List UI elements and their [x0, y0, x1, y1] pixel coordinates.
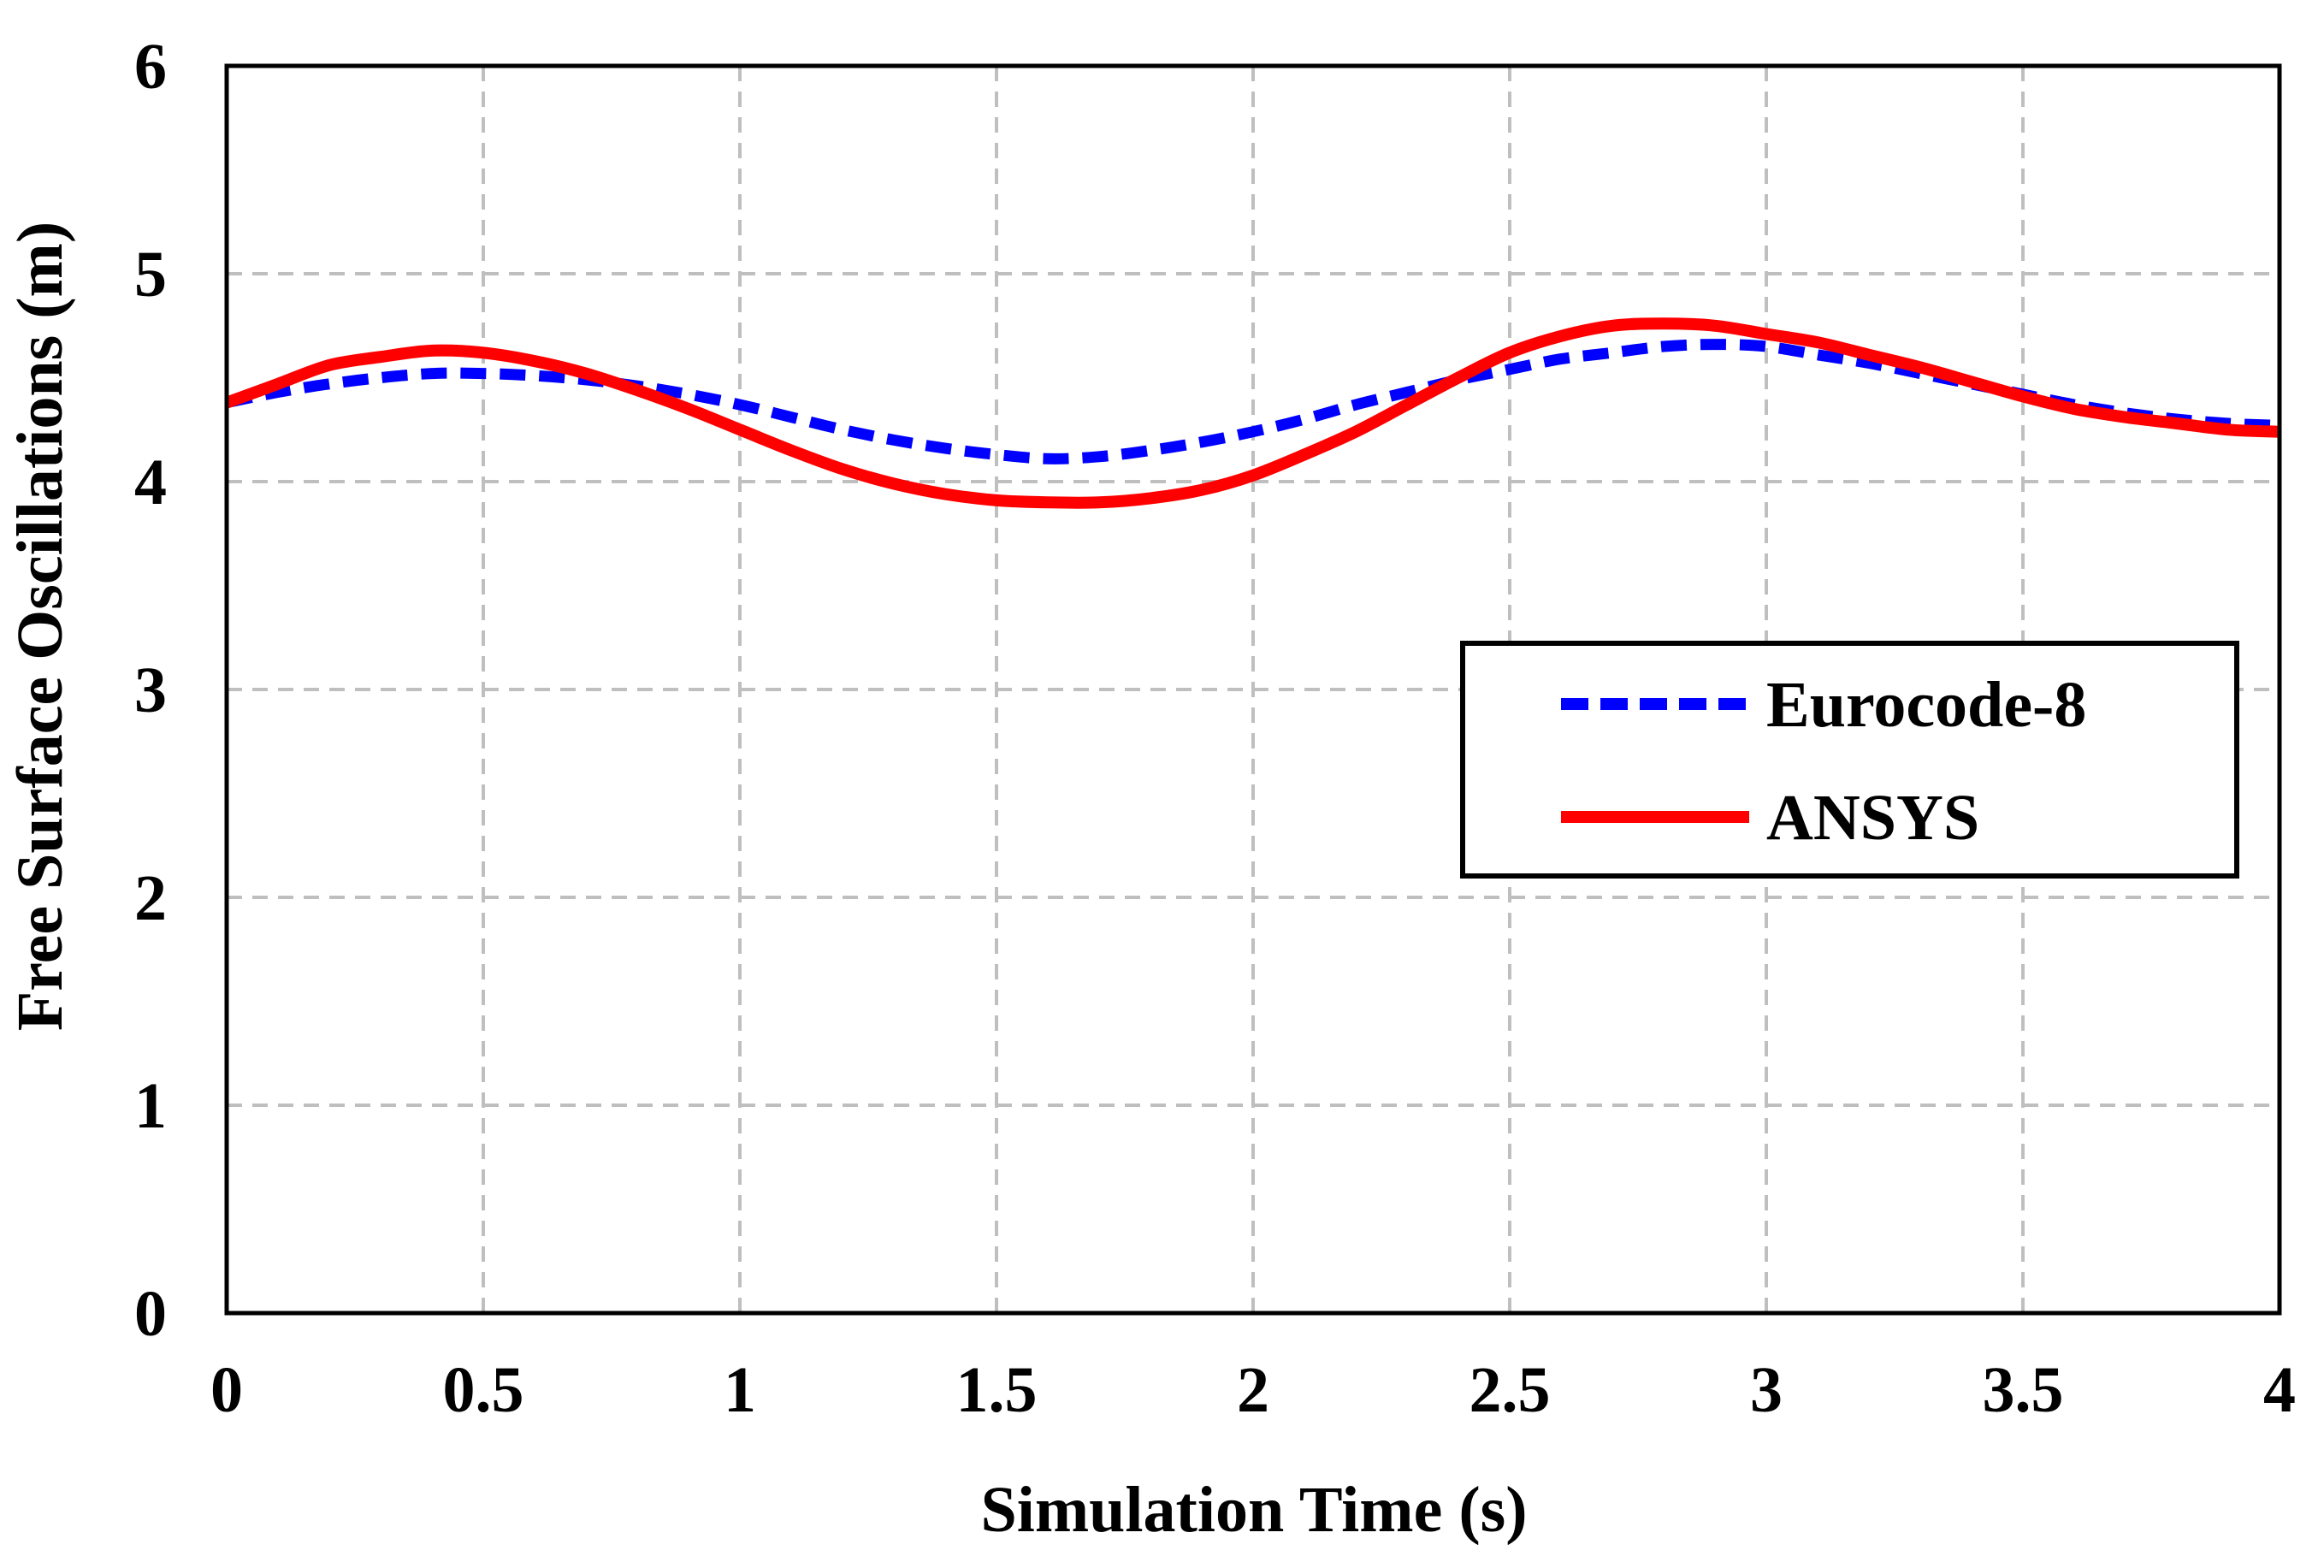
x-axis-label: Simulation Time (s) — [980, 1474, 1527, 1546]
x-tick-label-1: 0.5 — [443, 1354, 524, 1426]
y-axis-label: Free Surface Oscillations (m) — [4, 222, 76, 1031]
y-tick-label-2: 2 — [134, 862, 167, 934]
legend-box — [1460, 641, 2239, 879]
legend: Eurocode-8 ANSYS — [1460, 641, 2239, 879]
y-tick-label-5: 5 — [134, 239, 167, 311]
x-tick-label-6: 3 — [1750, 1354, 1783, 1426]
x-tick-label-4: 2 — [1237, 1354, 1269, 1426]
y-tick-label-4: 4 — [134, 447, 167, 518]
x-tick-label-8: 4 — [2263, 1354, 2296, 1426]
y-tick-label-3: 3 — [134, 654, 167, 726]
plot-frame — [224, 63, 2282, 1316]
y-tick-labels: 0 1 2 3 4 5 6 — [134, 31, 167, 1350]
x-tick-label-5: 2.5 — [1470, 1354, 1551, 1426]
legend-label-ansys: ANSYS — [1766, 782, 1979, 854]
y-tick-label-1: 1 — [134, 1070, 167, 1142]
x-tick-label-3: 1.5 — [956, 1354, 1038, 1426]
legend-label-eurocode-8: Eurocode-8 — [1766, 669, 2086, 741]
x-tick-label-2: 1 — [724, 1354, 756, 1426]
x-tick-labels: 0 0.5 1 1.5 2 2.5 3 3.5 4 — [210, 1354, 2296, 1426]
x-tick-label-0: 0 — [210, 1354, 243, 1426]
y-tick-label-0: 0 — [134, 1278, 167, 1350]
series-lines — [224, 317, 2280, 509]
y-tick-label-6: 6 — [134, 31, 167, 103]
x-tick-label-7: 3.5 — [1983, 1354, 2064, 1426]
